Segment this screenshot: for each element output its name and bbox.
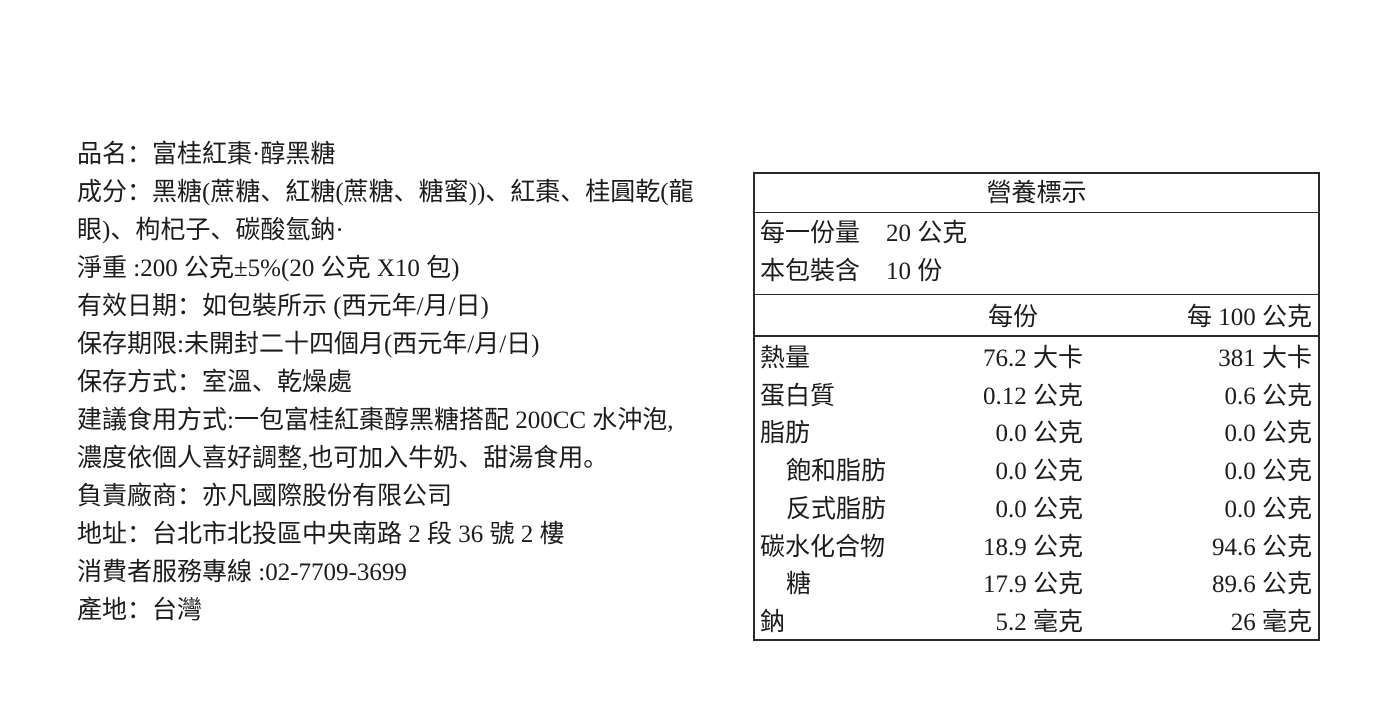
product-info-line: 保存期限:未開封二十四個月(西元年/月/日) [77,331,540,358]
nutrition-table-title: 營養標示 [755,174,1318,213]
nutrition-row: 碳水化合物 18.9 公克 94.6 公克 [755,526,1318,564]
nutrient-per-100g: 26 毫克 [1230,609,1312,637]
column-header-row: 每份 每 100 公克 [755,295,1318,337]
nutrient-per-serving: 18.9 公克 [982,533,1083,561]
product-info-line: 地址：台北市北投區中央南路 2 段 36 號 2 樓 [77,521,565,548]
nutrient-per-serving: 17.9 公克 [982,571,1083,599]
nutrition-row: 鈉 5.2 毫克 26 毫克 [755,601,1318,639]
nutrient-name: 糖 [786,571,812,599]
servings-per-pack-row: 本包裝含 10 份 [755,253,1318,291]
product-info-line: 消費者服務專線 :02-7709-3699 [77,559,407,586]
product-info-line: 淨重 :200 公克±5%(20 公克 X10 包) [77,255,460,282]
nutrition-row: 蛋白質 0.12 公克 0.6 公克 [755,375,1318,413]
serving-size-value: 20 公克 [886,220,968,247]
nutrient-per-100g: 89.6 公克 [1211,571,1312,599]
nutrient-per-100g: 0.6 公克 [1224,382,1312,410]
nutrient-per-serving: 0.0 公克 [995,458,1083,486]
nutrient-per-100g: 381 大卡 [1218,344,1312,372]
nutrient-per-serving: 0.0 公克 [995,495,1083,523]
nutrient-per-serving: 0.0 公克 [995,420,1083,448]
nutrient-per-serving: 76.2 大卡 [982,344,1083,372]
nutrient-per-100g: 0.0 公克 [1224,495,1312,523]
nutrition-row: 反式脂肪 0.0 公克 0.0 公克 [755,488,1318,526]
nutrient-name: 脂肪 [760,420,811,448]
product-info-line: 產地：台灣 [77,597,203,624]
serving-size-row: 每一份量 20 公克 [755,215,1318,253]
per-serving-header: 每份 [987,304,1038,331]
nutrition-table: 營養標示 每一份量 20 公克 本包裝含 10 份 每份 每 100 公克 熱量… [753,172,1320,641]
product-info: 品名：富桂紅棗·醇黑糖成分：黑糖(蔗糖、紅糖(蔗糖、糖蜜))、紅棗、桂圓乾(龍眼… [77,136,694,630]
nutrient-name: 蛋白質 [760,382,836,410]
nutrition-row: 飽和脂肪 0.0 公克 0.0 公克 [755,450,1318,488]
product-info-line: 成分：黑糖(蔗糖、紅糖(蔗糖、糖蜜))、紅棗、桂圓乾(龍 [77,179,694,206]
serving-size-label: 每一份量 [760,220,861,247]
product-info-line: 建議食用方式:一包富桂紅棗醇黑糖搭配 200CC 水沖泡, [77,407,674,434]
nutrient-name: 鈉 [760,609,786,637]
nutrition-row: 熱量 76.2 大卡 381 大卡 [755,337,1318,375]
servings-per-pack-value: 10 份 [886,258,943,285]
nutrition-row: 脂肪 0.0 公克 0.0 公克 [755,413,1318,451]
product-info-line: 品名：富桂紅棗·醇黑糖 [77,141,336,168]
product-info-line: 負責廠商：亦凡國際股份有限公司 [77,483,453,510]
nutrient-name: 反式脂肪 [786,495,887,523]
product-info-line: 保存方式：室溫、乾燥處 [77,369,353,396]
product-info-line: 濃度依個人喜好調整,也可加入牛奶、甜湯食用。 [77,445,609,472]
nutrient-name: 熱量 [760,344,811,372]
nutrient-name: 碳水化合物 [760,533,886,561]
per-100g-header: 每 100 公克 [1186,304,1312,331]
product-info-line: 眼)、枸杞子、碳酸氫鈉· [77,217,344,244]
nutrient-per-100g: 0.0 公克 [1224,420,1312,448]
nutrition-row: 糖 17.9 公克 89.6 公克 [755,564,1318,602]
servings-per-pack-label: 本包裝含 [760,258,861,285]
nutrient-name: 飽和脂肪 [786,458,887,486]
nutrition-rows: 熱量 76.2 大卡 381 大卡蛋白質 0.12 公克 0.6 公克脂肪 0.0 公克 0… [755,337,1318,639]
nutrient-per-serving: 0.12 公克 [982,382,1083,410]
product-info-line: 有效日期：如包裝所示 (西元年/月/日) [77,293,489,320]
serving-info: 每一份量 20 公克 本包裝含 10 份 [755,213,1318,295]
nutrient-per-100g: 0.0 公克 [1224,458,1312,486]
nutrient-per-serving: 5.2 毫克 [995,609,1083,637]
nutrient-per-100g: 94.6 公克 [1211,533,1312,561]
